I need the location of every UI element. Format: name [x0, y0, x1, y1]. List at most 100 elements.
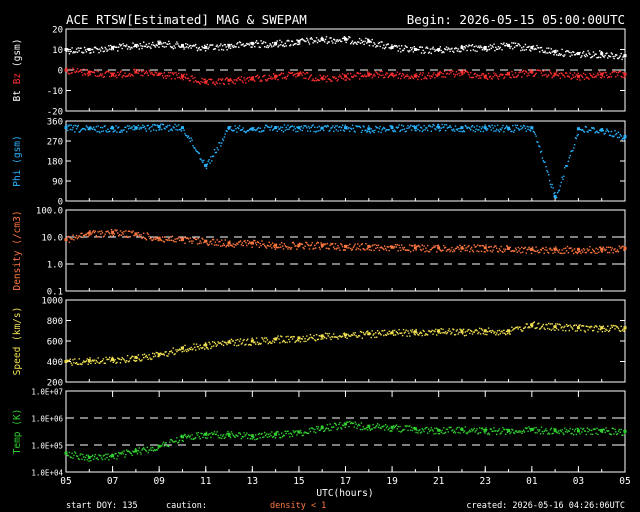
- scatter-dot: [620, 428, 622, 431]
- scatter-dot: [599, 325, 601, 327]
- scatter-dot: [280, 335, 282, 337]
- scatter-dot: [601, 128, 604, 130]
- scatter-dot: [337, 40, 339, 42]
- scatter-dot: [548, 70, 551, 72]
- scatter-dot: [605, 130, 607, 132]
- y-tick-label: 100.0: [36, 207, 63, 217]
- scatter-dot: [304, 73, 306, 75]
- scatter-dot: [191, 139, 193, 141]
- scatter-dot: [316, 241, 319, 243]
- scatter-dot: [376, 45, 378, 47]
- scatter-dot: [169, 45, 172, 48]
- scatter-dot: [520, 71, 522, 73]
- scatter-dot: [130, 357, 132, 359]
- scatter-dot: [333, 76, 336, 78]
- scatter-dot: [606, 429, 608, 432]
- scatter-dot: [284, 42, 286, 45]
- scatter-dot: [502, 43, 504, 45]
- scatter-dot: [403, 428, 406, 431]
- scatter-dot: [564, 167, 566, 169]
- scatter-dot: [210, 78, 212, 81]
- scatter-dot: [530, 324, 532, 326]
- scatter-dot: [445, 46, 448, 48]
- y-tick-label: 360: [47, 118, 63, 128]
- data-point: [437, 428, 441, 432]
- scatter-dot: [247, 434, 250, 436]
- scatter-dot: [330, 338, 332, 341]
- scatter-dot: [360, 331, 363, 333]
- scatter-dot: [495, 245, 497, 247]
- scatter-dot: [246, 432, 248, 434]
- data-point: [250, 41, 254, 45]
- scatter-dot: [581, 325, 583, 327]
- scatter-dot: [531, 48, 534, 50]
- scatter-dot: [538, 145, 540, 147]
- scatter-dot: [377, 244, 380, 246]
- scatter-dot: [384, 334, 387, 336]
- scatter-dot: [502, 251, 504, 253]
- scatter-dot: [383, 248, 385, 251]
- scatter-dot: [176, 41, 178, 43]
- scatter-dot: [364, 74, 366, 76]
- scatter-dot: [154, 238, 157, 241]
- scatter-dot: [223, 437, 226, 439]
- scatter-dot: [333, 130, 335, 132]
- scatter-dot: [87, 363, 89, 365]
- scatter-dot: [292, 430, 294, 432]
- scatter-dot: [417, 78, 419, 81]
- scatter-dot: [385, 427, 388, 429]
- scatter-dot: [171, 352, 174, 354]
- scatter-dot: [229, 78, 232, 80]
- scatter-dot: [605, 52, 607, 55]
- scatter-dot: [195, 238, 197, 241]
- scatter-dot: [598, 132, 600, 134]
- scatter-dot: [580, 129, 582, 131]
- scatter-dot: [307, 41, 310, 43]
- scatter-dot: [93, 231, 96, 234]
- scatter-dot: [117, 455, 119, 457]
- scatter-dot: [216, 147, 218, 149]
- scatter-dot: [75, 48, 78, 50]
- scatter-dot: [458, 248, 460, 250]
- scatter-dot: [576, 252, 578, 254]
- scatter-dot: [532, 322, 535, 324]
- data-point: [437, 125, 441, 129]
- data-point: [274, 432, 278, 436]
- scatter-dot: [563, 74, 565, 76]
- scatter-dot: [247, 243, 250, 245]
- scatter-dot: [461, 248, 463, 250]
- scatter-dot: [366, 426, 368, 429]
- scatter-dot: [367, 71, 369, 73]
- scatter-dot: [587, 250, 589, 252]
- scatter-dot: [170, 439, 173, 441]
- scatter-dot: [375, 426, 377, 428]
- scatter-dot: [590, 251, 592, 254]
- scatter-dot: [601, 54, 604, 57]
- scatter-dot: [600, 130, 603, 132]
- scatter-dot: [616, 57, 619, 60]
- scatter-dot: [341, 77, 343, 79]
- scatter-dot: [186, 135, 188, 137]
- scatter-dot: [225, 342, 227, 344]
- scatter-dot: [110, 48, 113, 51]
- scatter-dot: [403, 77, 406, 79]
- scatter-dot: [239, 41, 242, 44]
- scatter-dot: [225, 130, 227, 132]
- scatter-dot: [556, 327, 558, 330]
- scatter-dot: [301, 338, 303, 340]
- scatter-dot: [616, 433, 618, 436]
- scatter-dot: [84, 361, 87, 363]
- scatter-dot: [286, 128, 288, 131]
- scatter-dot: [569, 324, 571, 326]
- scatter-dot: [81, 232, 83, 235]
- scatter-dot: [244, 79, 246, 81]
- scatter-dot: [359, 428, 362, 431]
- scatter-dot: [118, 358, 120, 360]
- scatter-dot: [104, 72, 106, 74]
- scatter-dot: [395, 246, 398, 248]
- scatter-dot: [515, 430, 518, 432]
- scatter-dot: [599, 429, 601, 431]
- scatter-dot: [395, 74, 398, 76]
- scatter-dot: [162, 441, 165, 443]
